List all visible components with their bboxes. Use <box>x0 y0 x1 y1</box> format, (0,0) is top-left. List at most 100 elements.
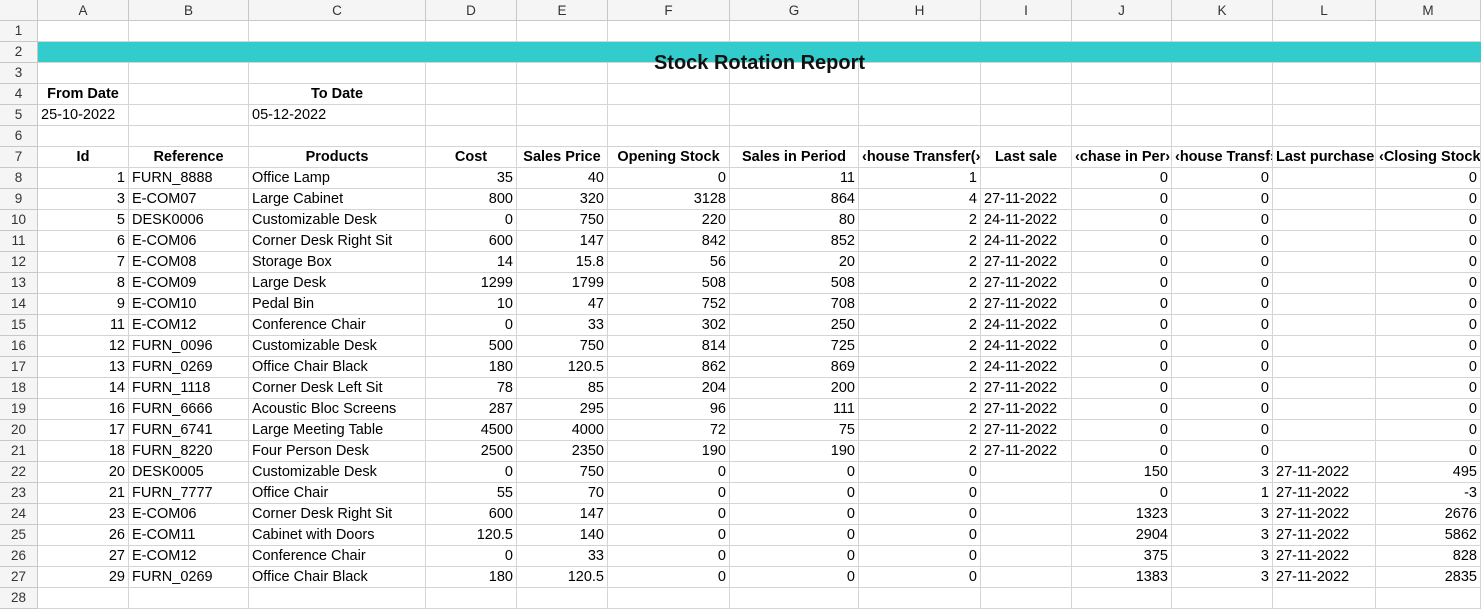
table-cell[interactable]: -3 <box>1376 483 1481 504</box>
row-header-17[interactable]: 17 <box>0 357 38 378</box>
table-cell[interactable]: 0 <box>1172 336 1273 357</box>
table-cell[interactable]: 750 <box>517 210 608 231</box>
table-cell[interactable]: 600 <box>426 504 517 525</box>
table-cell[interactable]: 0 <box>1072 441 1172 462</box>
table-header-3[interactable]: Cost <box>426 147 517 168</box>
table-cell[interactable]: 5862 <box>1376 525 1481 546</box>
table-cell[interactable]: 0 <box>1376 336 1481 357</box>
grid-cell[interactable] <box>1273 84 1376 105</box>
grid-cell[interactable] <box>981 126 1072 147</box>
table-cell[interactable]: 2 <box>859 378 981 399</box>
table-cell[interactable]: 0 <box>859 546 981 567</box>
table-cell[interactable]: 29 <box>38 567 129 588</box>
column-header-k[interactable]: K <box>1172 0 1273 21</box>
table-cell[interactable]: FURN_8220 <box>129 441 249 462</box>
grid-cell[interactable] <box>517 21 608 42</box>
table-cell[interactable]: 0 <box>730 546 859 567</box>
table-cell[interactable]: FURN_0269 <box>129 357 249 378</box>
table-cell[interactable]: 2 <box>859 210 981 231</box>
table-cell[interactable]: 0 <box>1072 294 1172 315</box>
table-cell[interactable]: Storage Box <box>249 252 426 273</box>
row-header-9[interactable]: 9 <box>0 189 38 210</box>
table-cell[interactable]: 864 <box>730 189 859 210</box>
table-cell[interactable]: Pedal Bin <box>249 294 426 315</box>
table-header-1[interactable]: Reference <box>129 147 249 168</box>
grid-cell[interactable] <box>1376 105 1481 126</box>
row-header-18[interactable]: 18 <box>0 378 38 399</box>
table-cell[interactable]: 3 <box>1172 462 1273 483</box>
table-header-9[interactable]: ‹chase in Per› <box>1072 147 1172 168</box>
row-header-15[interactable]: 15 <box>0 315 38 336</box>
grid-cell[interactable] <box>1273 63 1376 84</box>
table-cell[interactable]: 3128 <box>608 189 730 210</box>
table-cell[interactable]: Large Desk <box>249 273 426 294</box>
table-cell[interactable]: 27-11-2022 <box>1273 546 1376 567</box>
table-cell[interactable]: 0 <box>426 462 517 483</box>
table-cell[interactable]: Large Cabinet <box>249 189 426 210</box>
table-cell[interactable]: FURN_6741 <box>129 420 249 441</box>
table-cell[interactable]: 842 <box>608 231 730 252</box>
table-cell[interactable]: 75 <box>730 420 859 441</box>
grid-cell[interactable] <box>129 84 249 105</box>
table-cell[interactable]: 55 <box>426 483 517 504</box>
table-cell[interactable]: 0 <box>1172 420 1273 441</box>
table-cell[interactable]: 11 <box>38 315 129 336</box>
grid-cell[interactable] <box>38 588 129 609</box>
table-cell[interactable]: 0 <box>1172 210 1273 231</box>
table-cell[interactable]: 120.5 <box>517 357 608 378</box>
column-header-b[interactable]: B <box>129 0 249 21</box>
table-cell[interactable]: 24-11-2022 <box>981 357 1072 378</box>
table-cell[interactable]: 204 <box>608 378 730 399</box>
table-cell[interactable]: 3 <box>1172 525 1273 546</box>
grid-cell[interactable] <box>859 126 981 147</box>
grid-cell[interactable] <box>859 105 981 126</box>
table-cell[interactable]: 35 <box>426 168 517 189</box>
table-cell[interactable]: 18 <box>38 441 129 462</box>
column-header-i[interactable]: I <box>981 0 1072 21</box>
grid-cell[interactable] <box>1072 21 1172 42</box>
table-cell[interactable]: E-COM08 <box>129 252 249 273</box>
table-cell[interactable]: 2 <box>859 441 981 462</box>
column-header-g[interactable]: G <box>730 0 859 21</box>
table-cell[interactable]: 0 <box>1172 252 1273 273</box>
table-cell[interactable]: 0 <box>608 168 730 189</box>
table-cell[interactable]: 708 <box>730 294 859 315</box>
table-cell[interactable]: 0 <box>1072 210 1172 231</box>
table-header-6[interactable]: Sales in Period <box>730 147 859 168</box>
column-header-l[interactable]: L <box>1273 0 1376 21</box>
grid-cell[interactable] <box>1072 126 1172 147</box>
table-cell[interactable]: 5 <box>38 210 129 231</box>
grid-cell[interactable] <box>249 21 426 42</box>
table-cell[interactable]: 21 <box>38 483 129 504</box>
table-cell[interactable]: 2 <box>859 252 981 273</box>
table-cell[interactable] <box>981 567 1072 588</box>
grid-cell[interactable] <box>129 126 249 147</box>
table-cell[interactable]: 0 <box>608 567 730 588</box>
table-cell[interactable]: 752 <box>608 294 730 315</box>
table-cell[interactable]: 14 <box>38 378 129 399</box>
table-cell[interactable]: 14 <box>426 252 517 273</box>
table-cell[interactable]: 0 <box>1376 378 1481 399</box>
table-cell[interactable]: 2 <box>859 294 981 315</box>
table-cell[interactable]: 0 <box>1376 357 1481 378</box>
table-cell[interactable]: 495 <box>1376 462 1481 483</box>
table-cell[interactable] <box>1273 189 1376 210</box>
table-cell[interactable]: 2 <box>859 420 981 441</box>
table-cell[interactable]: 2 <box>859 336 981 357</box>
table-cell[interactable]: 180 <box>426 567 517 588</box>
table-cell[interactable]: 27-11-2022 <box>1273 504 1376 525</box>
row-header-16[interactable]: 16 <box>0 336 38 357</box>
grid-cell[interactable] <box>730 126 859 147</box>
table-cell[interactable]: 2500 <box>426 441 517 462</box>
row-header-12[interactable]: 12 <box>0 252 38 273</box>
table-cell[interactable]: 828 <box>1376 546 1481 567</box>
table-cell[interactable]: 7 <box>38 252 129 273</box>
grid-cell[interactable] <box>249 63 426 84</box>
grid-cell[interactable] <box>1273 126 1376 147</box>
table-header-7[interactable]: ‹house Transfer(› <box>859 147 981 168</box>
row-header-24[interactable]: 24 <box>0 504 38 525</box>
table-cell[interactable]: 0 <box>1376 189 1481 210</box>
grid-cell[interactable] <box>38 21 129 42</box>
table-cell[interactable]: 27-11-2022 <box>981 252 1072 273</box>
column-header-h[interactable]: H <box>859 0 981 21</box>
